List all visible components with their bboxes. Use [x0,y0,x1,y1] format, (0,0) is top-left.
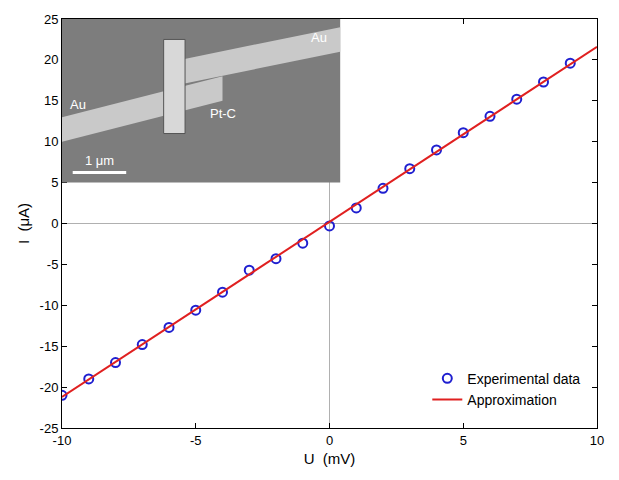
svg-text:0: 0 [326,433,333,448]
svg-text:0: 0 [51,216,58,231]
svg-text:-10: -10 [53,433,72,448]
svg-text:-15: -15 [40,339,59,354]
svg-text:U (mV): U (mV) [304,450,356,467]
svg-text:25: 25 [44,12,58,27]
svg-text:10: 10 [44,134,58,149]
svg-text:-10: -10 [40,298,59,313]
svg-text:Pt-C: Pt-C [210,106,236,121]
svg-text:1 μm: 1 μm [85,153,114,168]
svg-text:Experimental data: Experimental data [467,371,580,387]
svg-text:Approximation: Approximation [467,392,557,408]
svg-text:15: 15 [44,93,58,108]
svg-text:20: 20 [44,52,58,67]
svg-text:10: 10 [590,433,604,448]
svg-text:-25: -25 [40,421,59,436]
svg-text:5: 5 [51,175,58,190]
svg-text:5: 5 [460,433,467,448]
svg-text:-5: -5 [47,257,59,272]
svg-text:Au: Au [70,97,86,112]
svg-text:-5: -5 [190,433,202,448]
svg-text:-20: -20 [40,380,59,395]
svg-text:I (μA): I (μA) [15,203,32,244]
svg-text:Au: Au [311,30,327,45]
